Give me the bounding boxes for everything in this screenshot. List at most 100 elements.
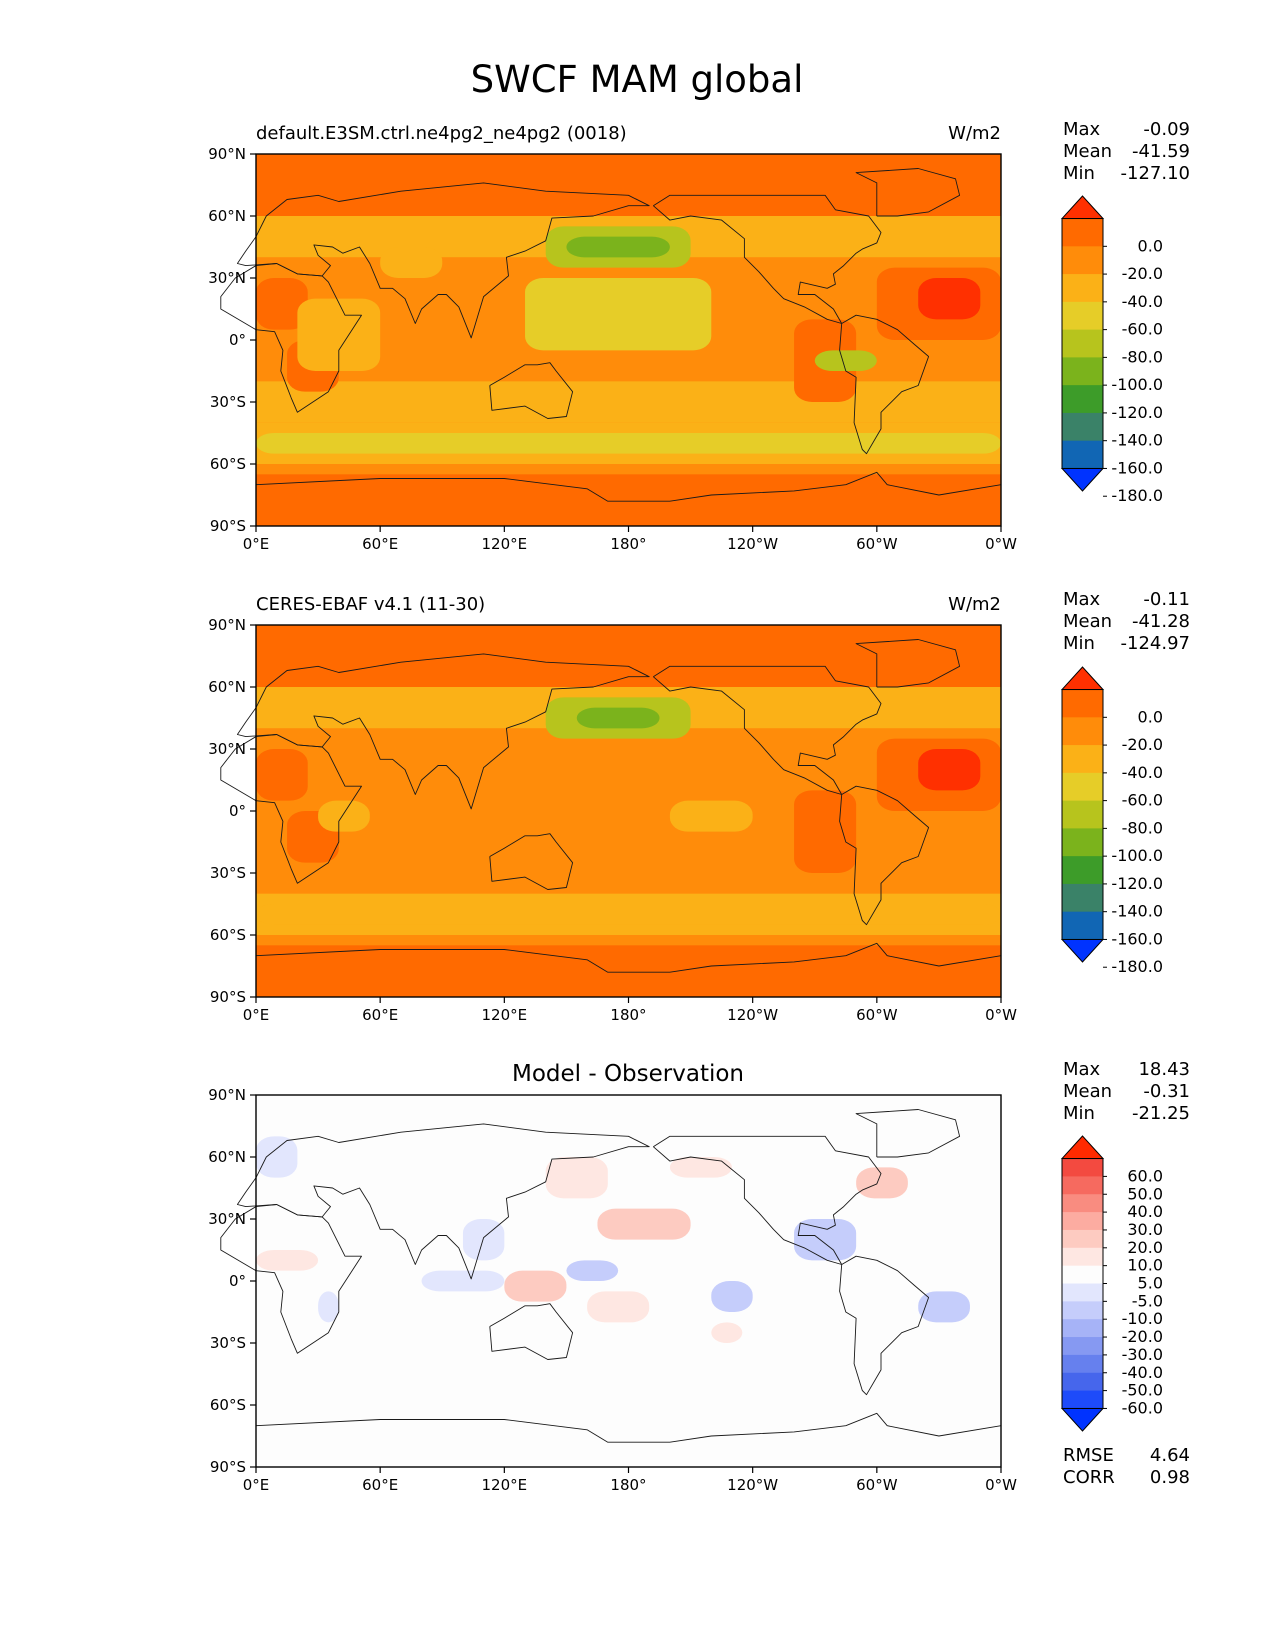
colorbar-segment	[1062, 329, 1103, 358]
coastline	[236, 182, 650, 339]
lon-tick-label: 60°E	[362, 1006, 398, 1024]
colorbar-segment	[1062, 800, 1103, 829]
colorbar-tick-label: -80.0	[1122, 818, 1163, 837]
colorbar-tick-label: -10.0	[1122, 1309, 1163, 1328]
lon-tick-label: 120°E	[482, 1476, 528, 1494]
contour-region	[525, 278, 712, 351]
colorbar-tick-label: -120.0	[1111, 403, 1163, 422]
colorbar-tick-label: -60.0	[1122, 1398, 1163, 1417]
contour-region	[256, 433, 1001, 454]
panel-diff-map	[220, 1094, 1002, 1468]
coastline	[255, 942, 1002, 973]
lat-tick-label: 60°N	[208, 207, 246, 225]
colorbar-tick-label: 20.0	[1127, 1238, 1163, 1257]
lat-tick-label: 90°N	[208, 616, 246, 634]
panel-ref-lat-axis: 90°N 60°N 30°N 0° 30°S 60°S 90°S	[208, 616, 256, 1006]
colorbar-tick-label: -50.0	[1122, 1381, 1163, 1400]
panel-diff-lat-axis: 90°N 60°N 30°N 0° 30°S 60°S 90°S	[208, 1086, 256, 1476]
contour-region	[421, 1270, 505, 1292]
stat-value-min: -124.97	[1121, 633, 1190, 654]
colorbar-extend-max	[1060, 1135, 1105, 1160]
contour-region	[669, 1157, 732, 1178]
coastline	[220, 734, 362, 884]
contour-region	[256, 278, 308, 330]
coastline	[653, 665, 882, 795]
colorbar-tick-label: -40.0	[1122, 292, 1163, 311]
stat-label-rmse: RMSE	[1063, 1445, 1114, 1466]
stat-value-rmse: 4.64	[1150, 1445, 1190, 1466]
lon-tick-label: 120°E	[482, 1006, 528, 1024]
lat-tick-label: 60°N	[208, 678, 246, 696]
coastline	[653, 194, 882, 324]
coastline	[489, 362, 574, 419]
coastline	[255, 1412, 1002, 1443]
contour-region	[256, 749, 308, 801]
colorbar-extend-min	[1060, 1407, 1105, 1432]
panel-ref-units: W/m2	[948, 594, 1001, 615]
colorbar-segment	[1062, 856, 1103, 885]
lon-tick-label: 180°	[610, 1006, 646, 1024]
stat-value-corr: 0.98	[1150, 1467, 1190, 1488]
lat-tick-label: 90°S	[210, 517, 246, 535]
colorbar-tick-label: -180.0	[1111, 957, 1163, 976]
contour-band	[256, 474, 1001, 526]
lon-tick-label: 60°E	[362, 1476, 398, 1494]
colorbar-tick-label: -100.0	[1111, 846, 1163, 865]
contour-region	[856, 1167, 908, 1199]
contour-region	[669, 800, 753, 832]
lat-tick-label: 60°S	[210, 455, 246, 473]
panel-diff-stats: Max 18.43 Mean -0.31 Min -21.25	[1063, 1059, 1190, 1124]
colorbar-tick-label: -80.0	[1122, 347, 1163, 366]
map-background	[256, 1095, 1001, 1467]
lat-tick-label: 90°S	[210, 1458, 246, 1476]
colorbar-frame	[1061, 689, 1104, 940]
contour-band	[256, 381, 1001, 423]
contour-region	[597, 1208, 691, 1240]
lon-tick-label: 60°W	[856, 535, 898, 553]
lon-tick-label: 60°E	[362, 535, 398, 553]
colorbar-tick-label: -160.0	[1111, 458, 1163, 477]
colorbar-segment	[1062, 246, 1103, 275]
contour-region	[256, 1136, 298, 1178]
colorbar-tick-label: 10.0	[1127, 1256, 1163, 1275]
stat-label-max: Max	[1063, 589, 1101, 610]
stat-label-min: Min	[1063, 163, 1095, 184]
panel-ref-map	[220, 624, 1002, 998]
colorbar-segment	[1062, 1319, 1103, 1338]
colorbar-tick-label: 40.0	[1127, 1202, 1163, 1221]
coastline	[236, 653, 650, 810]
stat-value-mean: -0.31	[1143, 1081, 1190, 1102]
lat-tick-label: 0°	[229, 1272, 246, 1290]
stat-value-min: -21.25	[1132, 1103, 1190, 1124]
coastline	[220, 263, 362, 413]
contour-region	[711, 1322, 743, 1343]
panel-test: default.E3SM.ctrl.ne4pg2_ne4pg2 (0018) W…	[208, 119, 1190, 553]
colorbar-tick-label: -120.0	[1111, 874, 1163, 893]
lon-tick-label: 60°W	[856, 1006, 898, 1024]
colorbar-segment	[1062, 1212, 1103, 1231]
contour-region	[566, 1260, 619, 1281]
lon-tick-label: 120°E	[482, 535, 528, 553]
contour-region	[587, 1291, 650, 1323]
colorbar-extend-max	[1060, 195, 1105, 220]
colorbar-segment	[1062, 412, 1103, 442]
contour-region	[504, 1270, 567, 1302]
lon-tick-label: 0°W	[985, 1006, 1017, 1024]
colorbar-tick-label: -140.0	[1111, 431, 1163, 450]
panel-ref-title: CERES-EBAF v4.1 (11-30)	[256, 594, 485, 615]
colorbar-tick-label: -30.0	[1122, 1345, 1163, 1364]
contour-band	[256, 945, 1001, 997]
colorbar-segment	[1062, 1265, 1103, 1284]
coastline	[489, 1303, 574, 1360]
coastline	[220, 1204, 362, 1354]
colorbar-segment	[1062, 1390, 1103, 1409]
colorbar-segment	[1062, 1158, 1103, 1177]
colorbar-segment	[1062, 828, 1103, 857]
contour-band	[256, 852, 1001, 894]
panel-diff-title: Model - Observation	[512, 1061, 744, 1087]
lon-tick-label: 0°W	[985, 1476, 1017, 1494]
lat-tick-label: 90°N	[208, 145, 246, 163]
colorbar-segment	[1062, 218, 1103, 247]
stat-label-max: Max	[1063, 1059, 1101, 1080]
stat-label-min: Min	[1063, 1103, 1095, 1124]
